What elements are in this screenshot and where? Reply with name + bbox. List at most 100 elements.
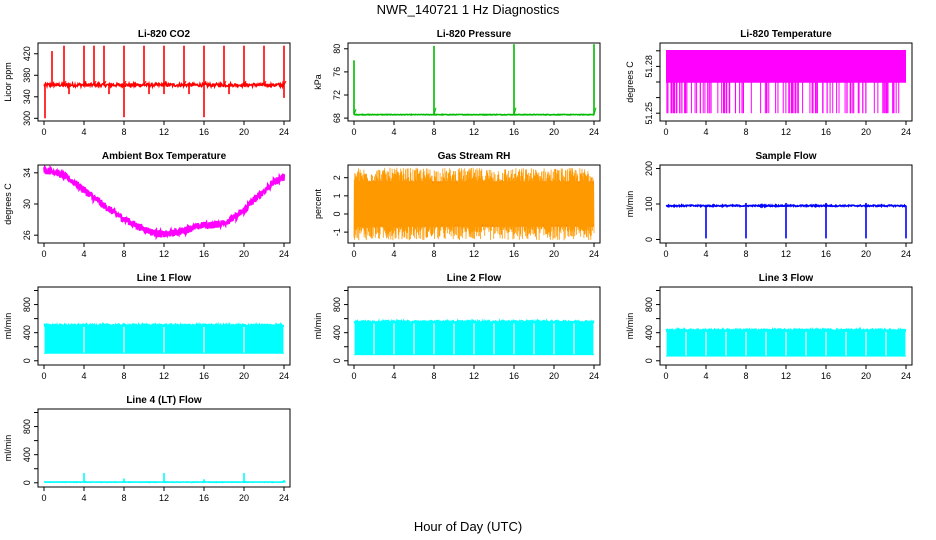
spike-tail — [243, 480, 247, 483]
panel-title: Gas Stream RH — [438, 151, 511, 162]
y-tick-label: 76 — [332, 67, 342, 77]
x-tick-label: 0 — [663, 249, 668, 259]
figure-title: NWR_140721 1 Hz Diagnostics — [377, 2, 560, 17]
spike-tail — [223, 80, 227, 86]
spike-tail — [63, 80, 67, 86]
x-tick-label: 8 — [431, 371, 436, 381]
y-axis-label: degrees C — [625, 61, 635, 103]
y-tick-label: 400 — [22, 325, 32, 340]
y-axis-label: degrees C — [3, 183, 13, 225]
x-tick-label: 0 — [41, 493, 46, 503]
spike-tail — [163, 480, 167, 483]
y-tick-label: 0 — [22, 480, 32, 485]
x-tick-label: 4 — [703, 127, 708, 137]
x-tick-label: 12 — [781, 249, 791, 259]
x-tick-label: 24 — [901, 249, 911, 259]
panel-line2: Line 2 Flow ml/min 0 4 8 12 16 20 24 0 400 800 — [313, 273, 601, 381]
series-line — [353, 113, 595, 117]
y-tick-label: 420 — [22, 46, 32, 61]
spike-tail — [203, 80, 207, 86]
x-tick-label: 12 — [159, 371, 169, 381]
data-series — [665, 326, 907, 357]
x-tick-label: 12 — [781, 127, 791, 137]
x-tick-label: 4 — [391, 249, 396, 259]
x-tick-label: 20 — [239, 371, 249, 381]
panel-title: Line 4 (LT) Flow — [126, 395, 202, 406]
y-axis-label: ml/min — [625, 313, 635, 340]
y-tick-label: 800 — [332, 297, 342, 312]
x-tick-label: 8 — [743, 127, 748, 137]
y-axis-label: ml/min — [625, 191, 635, 218]
x-tick-label: 24 — [279, 493, 289, 503]
data-series — [43, 45, 287, 119]
level-band — [666, 50, 906, 82]
x-tick-label: 20 — [239, 249, 249, 259]
panel-title: Sample Flow — [755, 151, 816, 162]
x-tick-label: 0 — [41, 127, 46, 137]
x-tick-label: 24 — [589, 249, 599, 259]
x-tick-label: 4 — [391, 371, 396, 381]
y-tick-label: 51.25 — [644, 102, 654, 125]
spike-tail — [163, 80, 167, 86]
panel-title: Li-820 Pressure — [437, 29, 512, 40]
data-series — [353, 167, 595, 241]
panel-title: Line 1 Flow — [137, 273, 192, 284]
y-axis-label: percent — [313, 188, 323, 219]
data-series — [353, 44, 597, 117]
x-tick-label: 20 — [549, 371, 559, 381]
x-tick-label: 0 — [663, 127, 668, 137]
x-tick-label: 20 — [549, 127, 559, 137]
y-tick-label: 68 — [332, 113, 342, 123]
y-tick-label: 400 — [22, 447, 32, 462]
panel-temperature: Li-820 Temperature degrees C 0 4 8 12 16 20 24 51… — [625, 29, 913, 137]
x-tick-label: 12 — [159, 493, 169, 503]
data-series — [665, 202, 907, 239]
x-tick-label: 8 — [121, 249, 126, 259]
x-tick-label: 8 — [743, 249, 748, 259]
y-tick-label: 340 — [22, 89, 32, 104]
panel-title: Ambient Box Temperature — [102, 151, 227, 162]
panel-ambient: Ambient Box Temperature degrees C 0 4 8 12 16 2… — [3, 151, 291, 259]
x-tick-label: 16 — [821, 127, 831, 137]
x-tick-label: 0 — [351, 371, 356, 381]
panel-title: Line 2 Flow — [447, 273, 502, 284]
x-tick-label: 4 — [391, 127, 396, 137]
x-tick-label: 20 — [239, 127, 249, 137]
x-tick-label: 12 — [469, 371, 479, 381]
data-series — [666, 50, 906, 114]
y-tick-label: -1 — [332, 228, 342, 236]
x-tick-label: 12 — [159, 127, 169, 137]
x-tick-label: 20 — [861, 371, 871, 381]
y-axis-label: ml/min — [3, 435, 13, 462]
y-tick-label: 34 — [22, 168, 32, 178]
x-tick-label: 12 — [469, 127, 479, 137]
x-tick-label: 12 — [469, 249, 479, 259]
x-tick-label: 24 — [279, 127, 289, 137]
x-tick-label: 0 — [351, 127, 356, 137]
y-tick-label: 26 — [22, 230, 32, 240]
spike-tail — [353, 109, 357, 115]
band-edge — [665, 326, 907, 334]
y-tick-label: 80 — [332, 44, 342, 54]
panel-sample: Sample Flow ml/min 0 4 8 12 16 20 24 0 100 200 — [625, 151, 913, 259]
x-tick-label: 4 — [81, 127, 86, 137]
y-tick-label: 0 — [332, 358, 342, 363]
x-tick-label: 24 — [589, 127, 599, 137]
x-tick-label: 8 — [121, 493, 126, 503]
data-series — [44, 472, 287, 484]
y-axis-label: kPa — [313, 74, 323, 90]
spike-tail — [51, 81, 55, 86]
y-tick-label: 51.28 — [644, 55, 654, 78]
panel-line1: Line 1 Flow ml/min 0 4 8 12 16 20 24 0 400 800 — [3, 273, 291, 381]
x-tick-label: 24 — [901, 371, 911, 381]
spike-tail — [513, 107, 517, 115]
band-edge — [353, 318, 595, 325]
x-tick-label: 20 — [861, 249, 871, 259]
data-series — [43, 321, 285, 354]
figure-xlabel: Hour of Day (UTC) — [414, 519, 522, 534]
x-tick-label: 4 — [81, 249, 86, 259]
panel-title: Line 3 Flow — [759, 273, 814, 284]
y-tick-label: 0 — [644, 237, 654, 242]
series-line — [353, 167, 595, 241]
